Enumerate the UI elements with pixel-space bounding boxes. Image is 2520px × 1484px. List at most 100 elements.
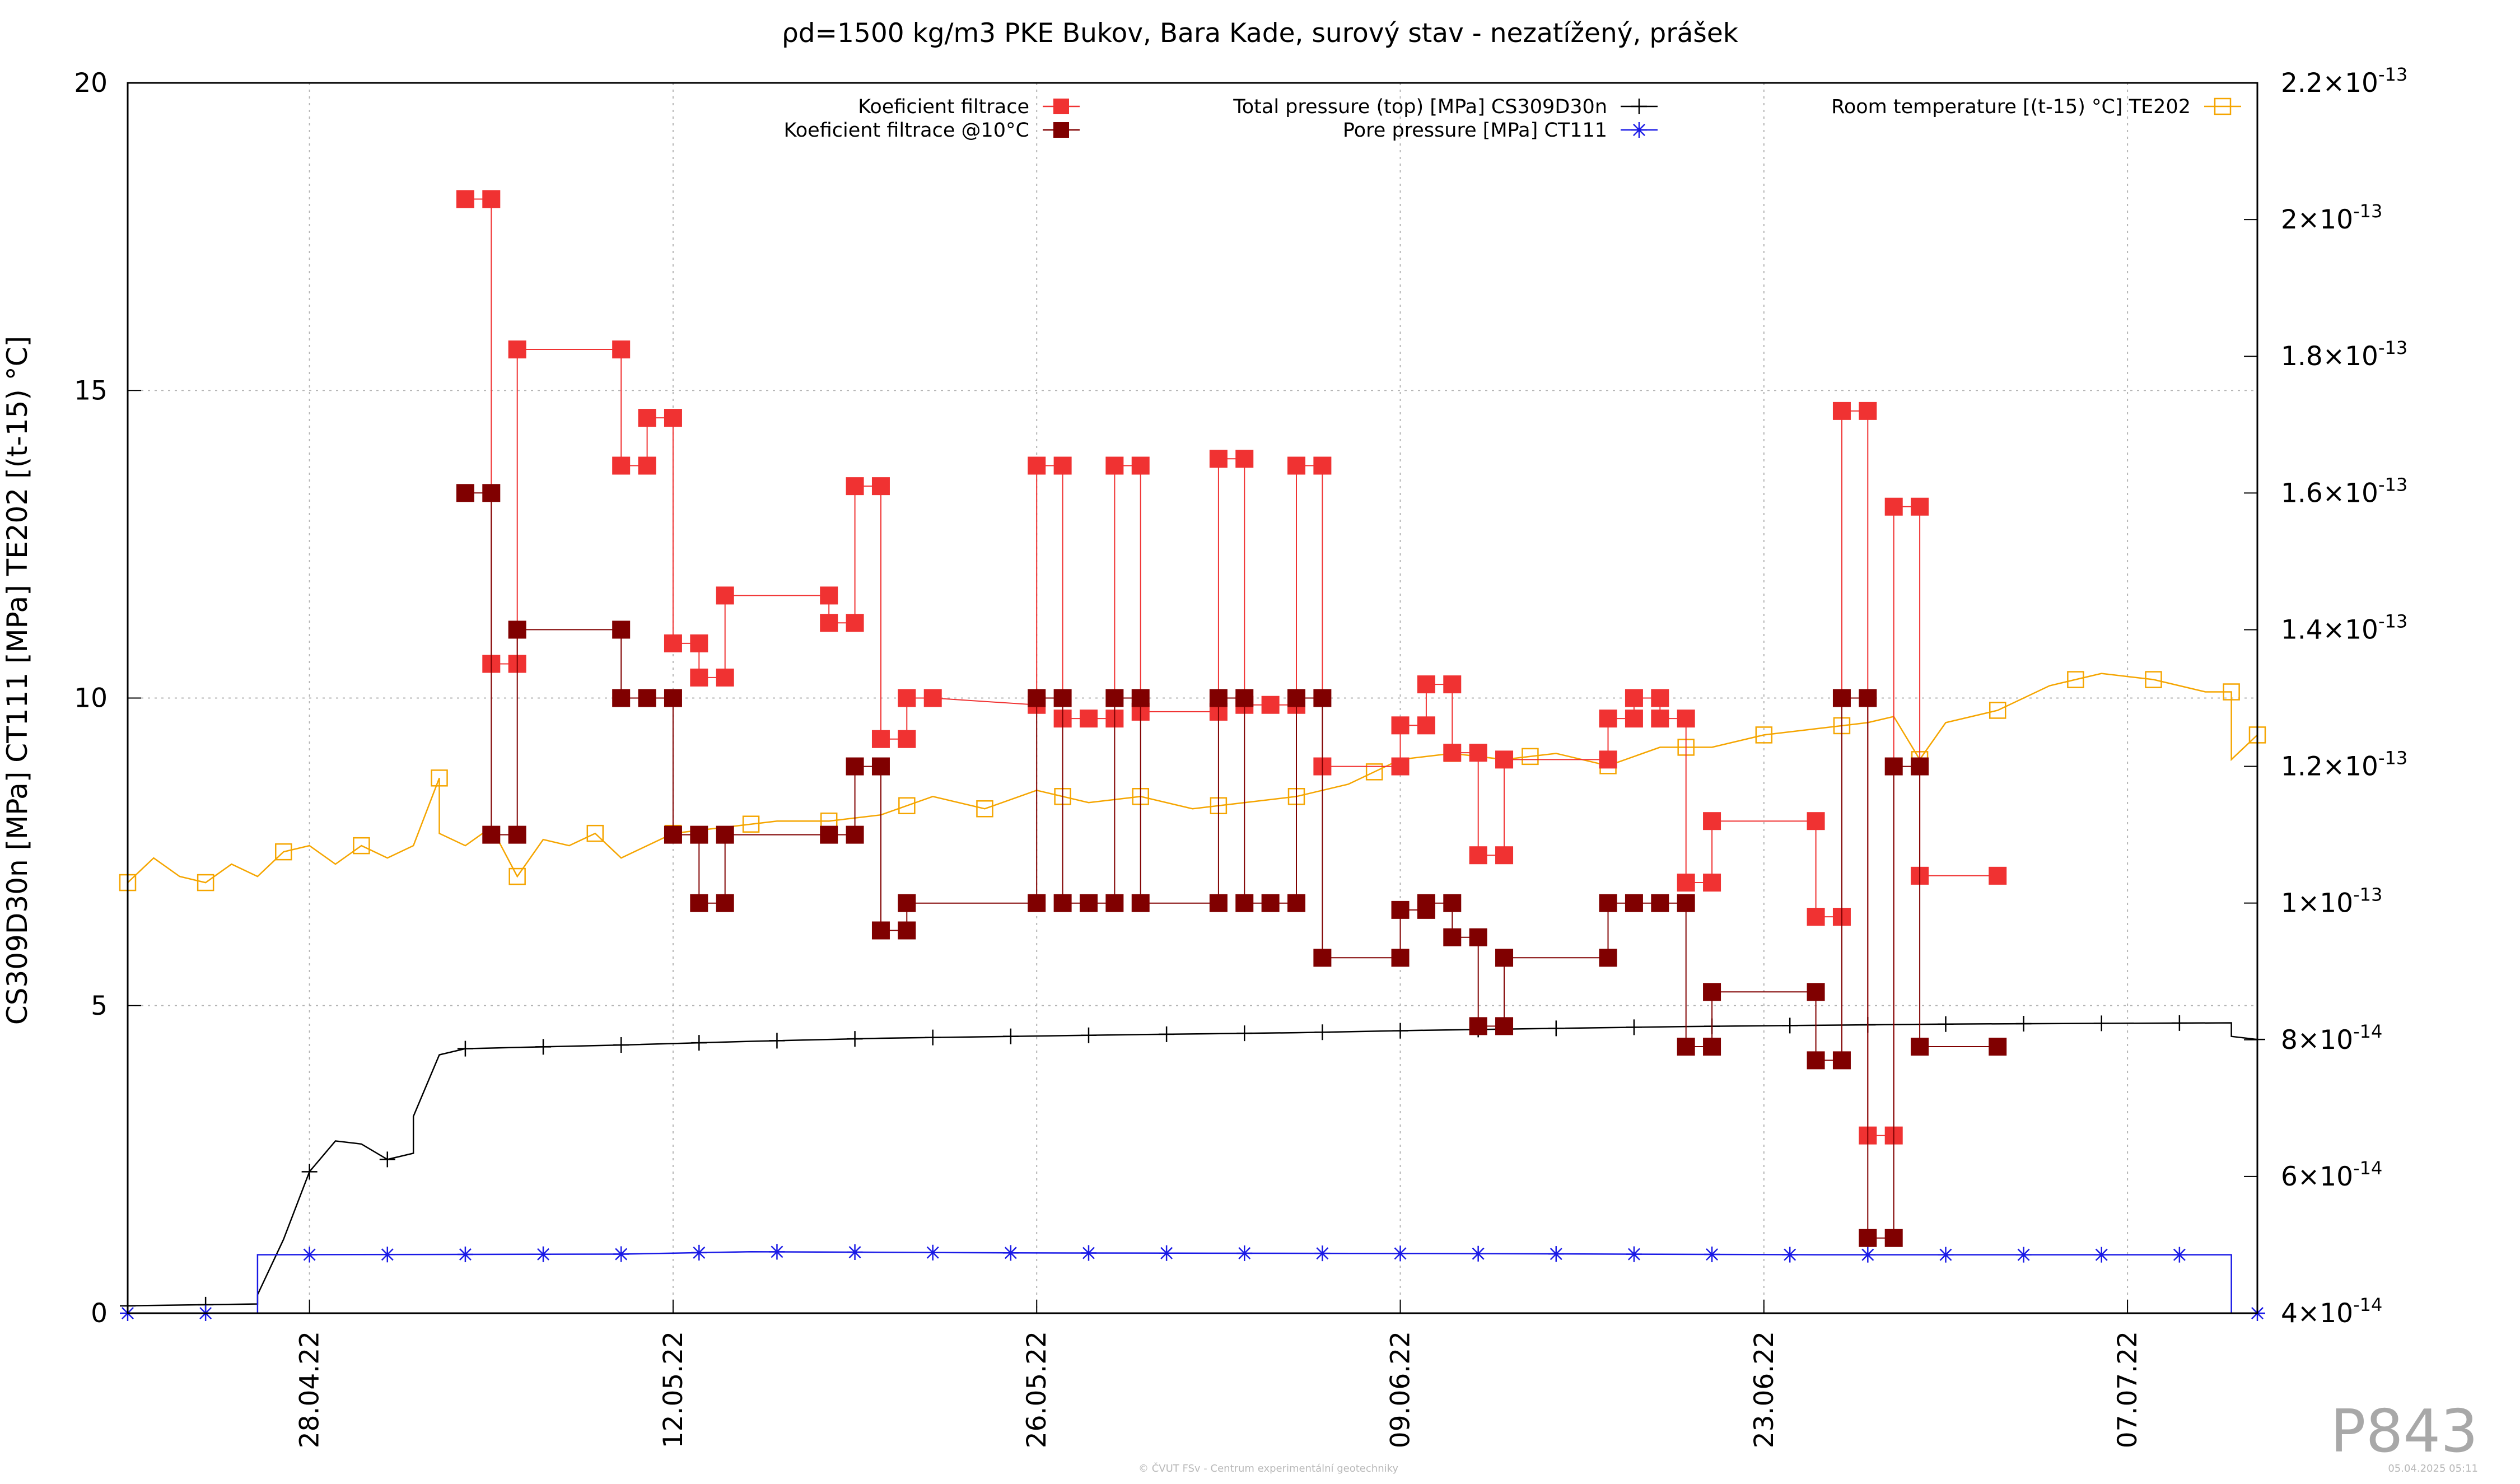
data-point [2015, 1247, 2032, 1263]
data-point [1625, 894, 1643, 912]
watermark-id: P843 [2330, 1397, 2478, 1466]
data-point [1651, 894, 1669, 912]
data-point [846, 477, 864, 496]
y2-tick-label: 1.2×10-13 [2281, 748, 2407, 782]
data-point [1548, 1246, 1564, 1262]
data-point [1704, 1247, 1720, 1263]
data-point [1989, 702, 2006, 719]
footer-copyright: © ČVUT FSv - Centrum experimentální geot… [1138, 1462, 1398, 1474]
data-point [1314, 1024, 1331, 1040]
data-point [1391, 757, 1410, 776]
data-point [1677, 894, 1695, 912]
legend-swatch-marker [1053, 122, 1069, 138]
legend-swatch-marker [1631, 99, 1647, 114]
data-point [1469, 1017, 1487, 1035]
data-point [1599, 894, 1617, 912]
y-tick-label: 10 [74, 683, 108, 714]
series-2 [120, 1015, 2265, 1314]
data-point [1469, 928, 1487, 946]
data-point [664, 825, 682, 844]
data-point [379, 1151, 395, 1168]
data-point [1287, 689, 1306, 707]
data-point [1313, 949, 1332, 967]
data-point [1314, 1245, 1331, 1262]
data-point [1755, 726, 1773, 744]
y2-tick-label: 6×10-14 [2281, 1158, 2382, 1192]
data-point [2145, 671, 2162, 688]
data-point [638, 689, 656, 707]
data-point [508, 340, 526, 359]
y2-tick-label: 1.8×10-13 [2281, 337, 2407, 372]
data-point [1443, 675, 1462, 694]
data-point [1703, 874, 1721, 892]
data-point [508, 867, 526, 885]
data-point [1002, 1245, 1019, 1261]
data-point [197, 874, 214, 892]
data-point [742, 815, 760, 833]
data-point [1079, 710, 1098, 728]
data-point [482, 190, 501, 208]
data-point [1209, 450, 1228, 468]
data-point [1859, 402, 1877, 420]
legend-swatch-marker [1053, 99, 1069, 114]
y2-tick-label: 1.6×10-13 [2281, 474, 2407, 508]
data-point [2015, 1016, 2032, 1032]
data-point [1469, 744, 1487, 762]
data-point [925, 1029, 941, 1046]
data-point [1028, 689, 1046, 707]
data-point [846, 825, 864, 844]
data-point [1053, 456, 1072, 475]
data-point [431, 769, 448, 787]
data-point [1236, 1025, 1253, 1042]
data-point [871, 921, 890, 940]
data-point [690, 634, 708, 652]
data-point [820, 825, 838, 844]
x-tick-label: 23.06.22 [1749, 1331, 1780, 1448]
data-point [690, 825, 708, 844]
data-point [898, 894, 916, 912]
data-point [275, 843, 292, 861]
data-point [1261, 894, 1280, 912]
data-point [820, 614, 838, 632]
data-point [1807, 812, 1825, 830]
grid-layer [128, 83, 2257, 1313]
data-point [1053, 894, 1072, 912]
series-line [127, 1022, 2258, 1313]
data-point [1651, 689, 1669, 707]
data-point [1884, 757, 1903, 776]
data-point [1131, 894, 1150, 912]
data-point [508, 620, 526, 639]
data-point [2171, 1015, 2187, 1031]
series-0 [456, 190, 2007, 1145]
y-tick-label: 15 [74, 375, 108, 406]
data-point [457, 1247, 473, 1263]
data-point [847, 1031, 863, 1047]
data-point [456, 190, 474, 208]
data-point [456, 484, 474, 502]
ticks-layer: 0 5 10 15 20 2.2×10-13 2×10-13 1.8×10-13 1.6×10-… [74, 64, 2407, 1448]
data-point [1313, 689, 1332, 707]
y2-tick-label: 4×10-14 [2281, 1294, 2382, 1329]
data-point [1989, 1037, 2007, 1056]
data-point [1392, 1245, 1408, 1262]
data-point [1417, 675, 1435, 694]
data-point [976, 800, 993, 818]
data-point [846, 757, 864, 776]
data-point [1080, 1027, 1096, 1043]
series-3 [120, 1244, 2265, 1321]
data-point [1235, 894, 1254, 912]
data-point [1599, 710, 1617, 728]
legend-item: Total pressure (top) [MPa] CS309D30n [1233, 96, 1658, 118]
data-point [1209, 689, 1228, 707]
data-point [586, 824, 604, 842]
data-point [1832, 402, 1851, 420]
data-point [664, 409, 682, 427]
data-point [1105, 689, 1124, 707]
data-point [1417, 716, 1435, 735]
data-point [898, 797, 916, 814]
footer-timestamp: 05.04.2025 05:11 [2388, 1463, 2478, 1474]
data-point [1235, 689, 1254, 707]
data-point [871, 730, 890, 748]
data-point [1599, 949, 1617, 967]
